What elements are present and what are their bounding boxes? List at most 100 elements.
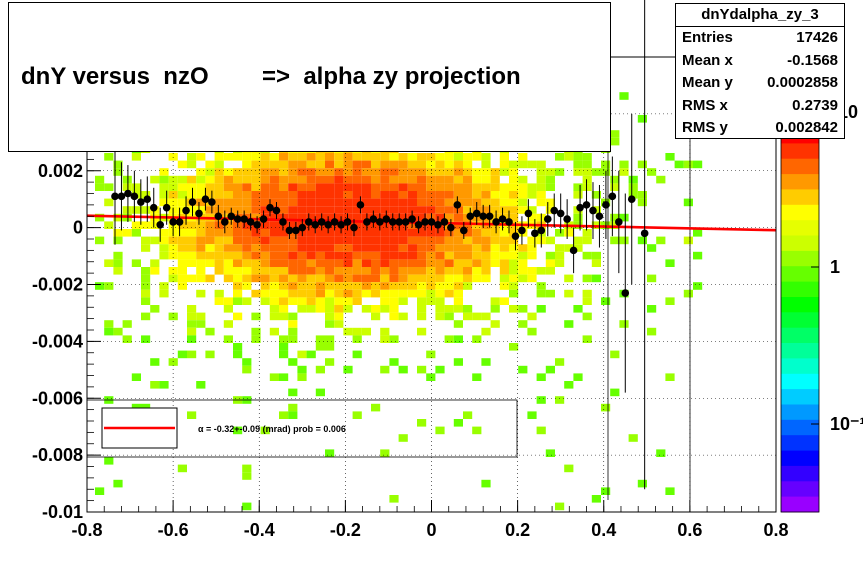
profile-point [343, 213, 352, 231]
data-point [311, 220, 320, 229]
y-tick-label: -0.006 [32, 388, 83, 408]
profile-point [117, 162, 126, 231]
y-tick-label: 0 [73, 218, 83, 238]
data-point [246, 218, 255, 226]
data-point [569, 246, 578, 255]
data-point [149, 203, 158, 212]
profile-point [298, 219, 307, 237]
profile-point [311, 216, 320, 234]
data-point [124, 189, 132, 198]
data-point [485, 212, 494, 221]
data-point [343, 218, 352, 226]
profile-point [317, 213, 326, 231]
profile-point [505, 210, 513, 234]
data-point [602, 201, 610, 209]
data-point [453, 201, 462, 209]
fit-legend-text: α = -0.32+-0.09 (mrad) prob = 0.006 [198, 424, 346, 434]
data-point [427, 218, 436, 226]
palette-cell [781, 174, 819, 190]
profile-point [195, 202, 203, 225]
palette-cell [781, 266, 819, 283]
profile-point [285, 221, 294, 239]
profile-point [447, 219, 455, 237]
data-point [369, 215, 378, 223]
data-point [505, 218, 513, 226]
palette-cell [781, 235, 819, 252]
data-point [595, 212, 604, 221]
profile-point [188, 187, 197, 217]
profile-point [408, 210, 416, 228]
data-point [272, 206, 281, 215]
profile-point [137, 179, 145, 225]
profile-point [304, 213, 313, 231]
profile-point [233, 210, 242, 228]
profile-point [595, 184, 604, 248]
fit-legend: α = -0.32+-0.09 (mrad) prob = 0.006 [101, 407, 346, 449]
profile-point [479, 204, 487, 228]
z-tick-label: 1 [830, 257, 840, 277]
data-point [111, 192, 119, 201]
profile-point [363, 213, 371, 231]
stats-label: RMS x [682, 96, 728, 114]
palette-cell [781, 250, 819, 267]
profile-point [221, 210, 229, 234]
palette-cell [781, 465, 819, 482]
data-point [298, 223, 307, 232]
palette-cell [781, 389, 819, 405]
data-point [537, 226, 546, 235]
x-tick-label: 0 [426, 520, 436, 540]
profile-point [175, 207, 184, 237]
data-point [227, 212, 236, 221]
data-point [350, 223, 358, 232]
stats-value: 0.2739 [792, 96, 838, 114]
profile-point [369, 210, 378, 228]
profile-point [427, 213, 436, 231]
data-point [627, 195, 636, 203]
palette-cell [781, 450, 819, 467]
stats-row-rms-x: RMS x 0.2739 [676, 95, 844, 118]
palette-cell [781, 373, 819, 390]
heatmap-cells [95, 77, 703, 511]
palette-cell [781, 404, 819, 421]
stats-label: Entries [682, 29, 733, 46]
profile-point [388, 213, 397, 231]
palette-cell [781, 419, 819, 436]
palette-cell [781, 496, 819, 513]
data-point [266, 203, 274, 212]
data-point [363, 218, 371, 226]
data-point [195, 209, 203, 218]
profile-point [227, 207, 236, 225]
profile-point [337, 216, 345, 234]
profile-point [382, 210, 391, 228]
data-point [466, 212, 475, 221]
profile-point [149, 187, 158, 228]
profile-point [246, 213, 255, 231]
palette-cell [781, 327, 819, 344]
profile-point [350, 219, 358, 237]
x-tick-label: 0.8 [763, 520, 788, 540]
data-point [576, 203, 584, 212]
profile-point [563, 199, 571, 239]
data-point [388, 218, 397, 226]
data-point [337, 220, 345, 229]
profile-point [518, 216, 526, 245]
profile-point [143, 176, 152, 222]
data-point [518, 226, 526, 235]
profile-point [214, 204, 223, 228]
data-point [472, 209, 481, 218]
profile-point [537, 213, 546, 248]
data-point [459, 226, 468, 235]
data-point [492, 218, 500, 226]
x-tick-label: 0.2 [505, 520, 530, 540]
data-point [401, 218, 410, 226]
palette-cell [781, 297, 819, 313]
profile-point [182, 196, 190, 225]
data-point [376, 218, 384, 226]
data-point [556, 209, 565, 218]
data-point [589, 206, 597, 215]
profile-point [615, 170, 623, 274]
profile-point [421, 213, 429, 231]
profile-point [253, 216, 261, 234]
data-point [479, 212, 487, 221]
y-tick-label: -0.002 [32, 275, 83, 295]
